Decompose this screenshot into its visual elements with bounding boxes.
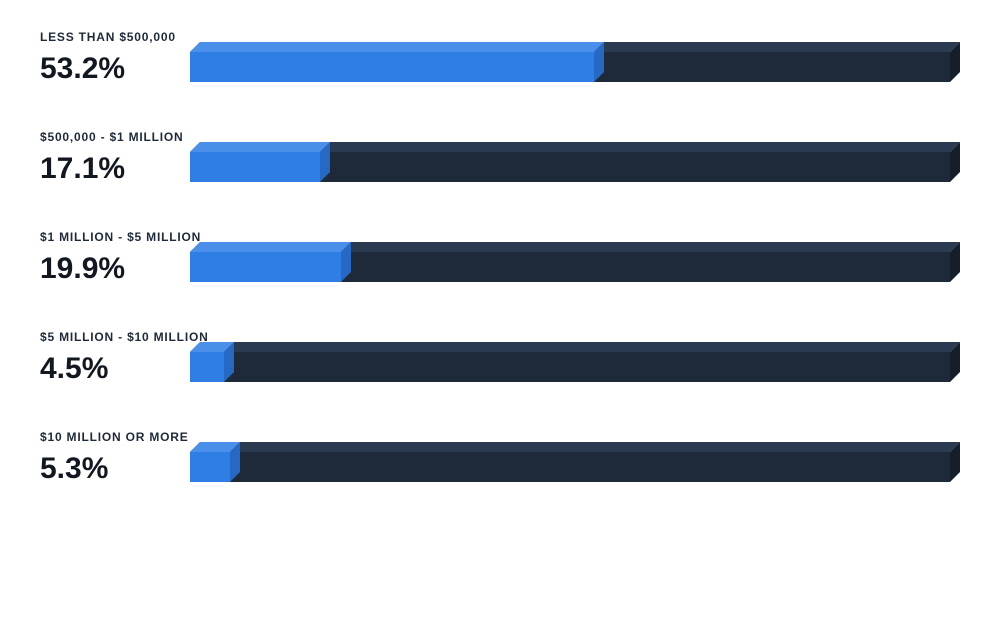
value-label: 4.5% <box>40 354 190 384</box>
bar-fill-face <box>190 252 341 282</box>
value-label: 5.3% <box>40 454 190 484</box>
bar-container <box>190 344 960 386</box>
bar-row: $5 MILLION - $10 MILLION 4.5% <box>40 330 960 386</box>
bar-fill-face <box>190 352 224 382</box>
bar-label-col: $10 MILLION OR MORE 5.3% <box>40 430 190 486</box>
bar-fill-face <box>190 452 230 482</box>
bar-container <box>190 444 960 486</box>
bar-fill-top <box>190 242 351 252</box>
bar-row: LESS THAN $500,000 53.2% <box>40 30 960 86</box>
bar-track <box>190 152 950 182</box>
bar-track <box>190 52 950 82</box>
bar-row: $500,000 - $1 MILLION 17.1% <box>40 130 960 186</box>
category-label: $10 MILLION OR MORE <box>40 430 190 444</box>
bar-track <box>190 252 950 282</box>
category-label: $500,000 - $1 MILLION <box>40 130 190 144</box>
bar-track-top <box>190 442 960 452</box>
bar-label-col: $500,000 - $1 MILLION 17.1% <box>40 130 190 186</box>
bar-fill-top <box>190 42 604 52</box>
category-label: $5 MILLION - $10 MILLION <box>40 330 190 344</box>
bar-label-col: $5 MILLION - $10 MILLION 4.5% <box>40 330 190 386</box>
bar-container <box>190 244 960 286</box>
bar-fill-face <box>190 152 320 182</box>
category-label: LESS THAN $500,000 <box>40 30 190 44</box>
category-label: $1 MILLION - $5 MILLION <box>40 230 190 244</box>
bar-row: $1 MILLION - $5 MILLION 19.9% <box>40 230 960 286</box>
bar-row: $10 MILLION OR MORE 5.3% <box>40 430 960 486</box>
value-label: 53.2% <box>40 54 190 84</box>
bar-label-col: LESS THAN $500,000 53.2% <box>40 30 190 86</box>
bar-label-col: $1 MILLION - $5 MILLION 19.9% <box>40 230 190 286</box>
bar-track-top <box>190 342 960 352</box>
bar-track <box>190 352 950 382</box>
horizontal-3d-bar-chart: LESS THAN $500,000 53.2% $500,000 - $1 MIL… <box>40 30 960 486</box>
value-label: 19.9% <box>40 254 190 284</box>
bar-fill-top <box>190 142 330 152</box>
bar-track <box>190 452 950 482</box>
bar-track-face <box>190 352 950 382</box>
bar-container <box>190 144 960 186</box>
bar-fill-face <box>190 52 594 82</box>
bar-track-face <box>190 452 950 482</box>
bar-container <box>190 44 960 86</box>
value-label: 17.1% <box>40 154 190 184</box>
